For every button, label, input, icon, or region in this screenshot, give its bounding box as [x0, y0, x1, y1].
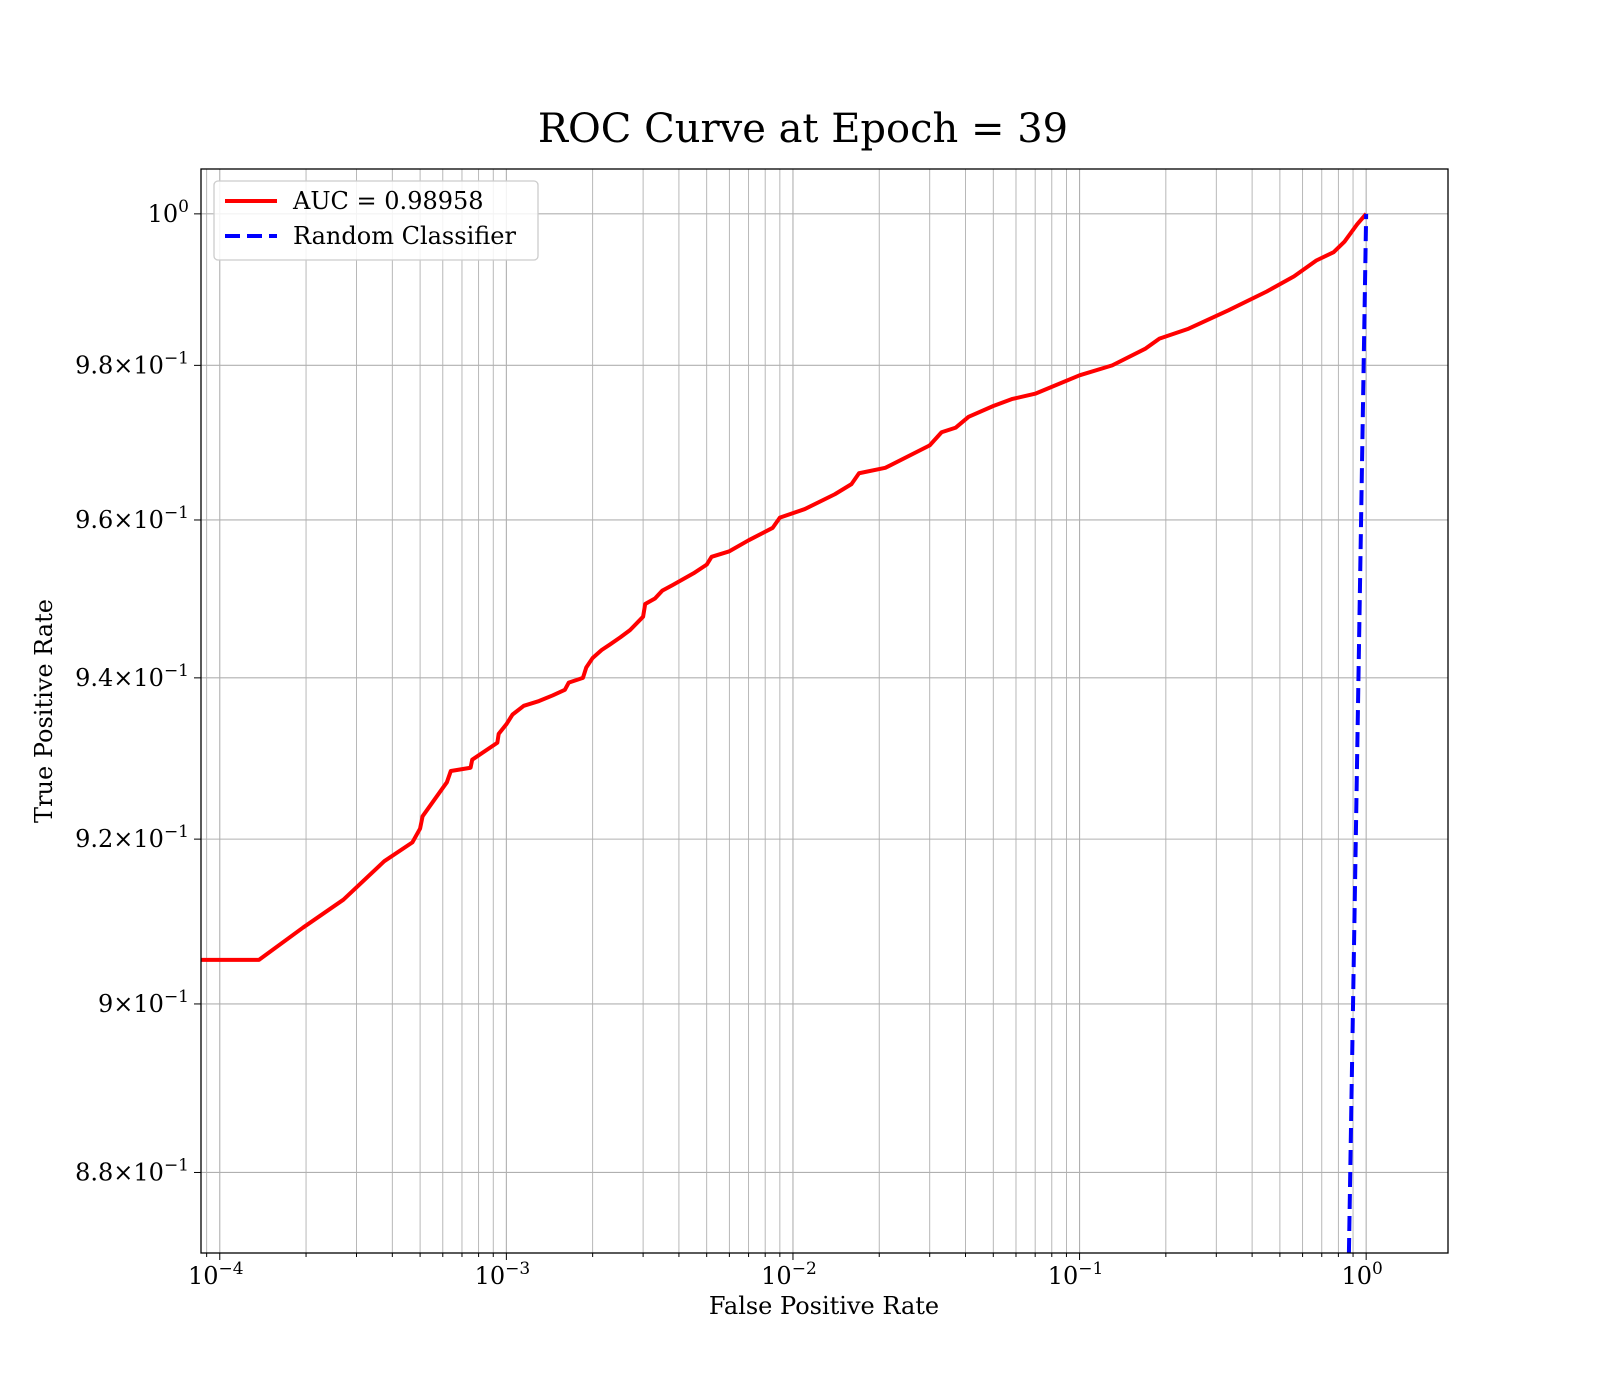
legend-box	[213, 180, 539, 261]
y-tick-label: 8.8×10−1	[75, 1155, 189, 1186]
y-tick-label: 9×10−1	[98, 987, 189, 1018]
x-axis-label: False Positive Rate	[709, 1292, 939, 1320]
x-tick-label: 10−1	[1048, 1259, 1104, 1290]
x-tick-label: 100	[1341, 1259, 1382, 1290]
y-tick-label: 9.8×10−1	[75, 348, 189, 379]
series-layer	[201, 212, 1369, 1253]
x-tick-label: 10−4	[188, 1259, 244, 1290]
legend-label-auc: AUC = 0.98958	[292, 187, 484, 215]
tick-layer: 10−4 10−3 10−2 10−1 100 8.8×10−1 9×10−1 9.2×10−…	[75, 197, 1383, 1290]
x-tick-label: 10−3	[475, 1259, 531, 1290]
y-tick-label: 9.4×10−1	[75, 661, 189, 692]
x-tick-label: 10−2	[761, 1259, 817, 1290]
legend-label-random-classifier: Random Classifier	[293, 222, 516, 250]
roc-curve-line	[201, 212, 1368, 962]
legend: AUC = 0.98958 Random Classifier	[213, 180, 539, 261]
grid-lines	[201, 169, 1448, 1253]
y-axis-label: True Positive Rate	[30, 599, 58, 823]
random-classifier-line	[1346, 213, 1369, 1253]
y-tick-label: 9.2×10−1	[75, 822, 189, 853]
chart-title: ROC Curve at Epoch = 39	[538, 106, 1068, 152]
plot-frame	[200, 168, 1449, 1254]
y-tick-label: 9.6×10−1	[75, 503, 189, 534]
y-tick-label: 100	[148, 197, 189, 228]
